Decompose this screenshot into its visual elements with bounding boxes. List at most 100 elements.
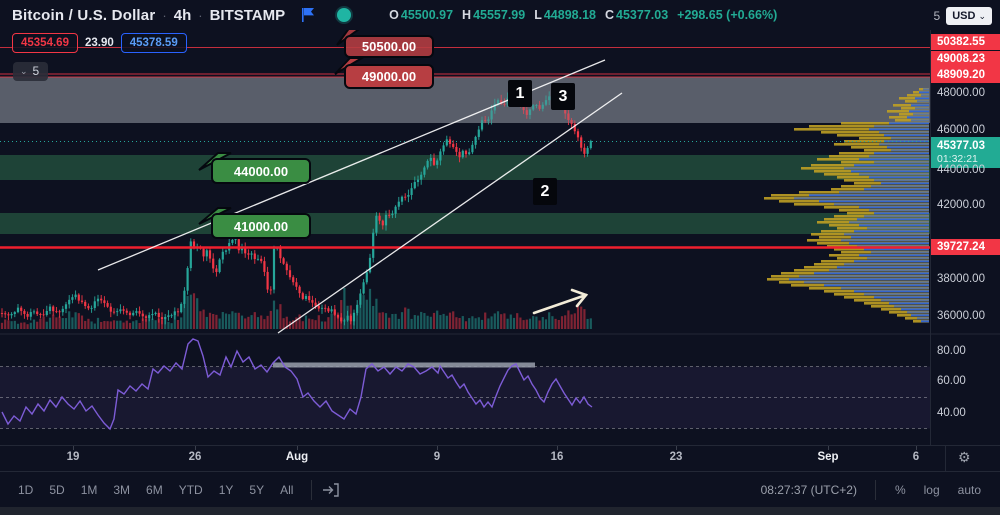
- symbol-header: Bitcoin / U.S. Dollar · 4h · BITSTAMP O …: [0, 0, 1000, 30]
- buy-button[interactable]: 45378.59: [120, 33, 187, 53]
- gray-zone-overlay: [0, 77, 930, 123]
- volume-profile: [764, 88, 929, 323]
- trendline-2[interactable]: [277, 92, 623, 334]
- time-axis-label: 23: [669, 451, 683, 463]
- wave-count-label[interactable]: 3: [551, 83, 575, 110]
- candlesticks: [0, 89, 592, 326]
- rsi-band-shade: [0, 366, 930, 429]
- time-axis-label: 6: [912, 451, 920, 463]
- current-price-label: 45377.03 01:32:21: [931, 137, 1000, 168]
- time-axis-label: 19: [66, 451, 80, 463]
- chevron-down-icon: ⌄: [978, 10, 986, 21]
- close-value: 45377.03: [616, 8, 669, 22]
- log-scale-button[interactable]: log: [923, 482, 940, 497]
- market-status-icon[interactable]: [337, 8, 352, 22]
- time-tick: [73, 446, 74, 450]
- order-panel: 45354.69 23.90 45378.59: [12, 33, 187, 53]
- price-callout-label[interactable]: 50500.00: [344, 35, 434, 58]
- rsi-line: [1, 338, 593, 431]
- toolbar-divider: [311, 479, 313, 500]
- range-button-1m[interactable]: 1M: [80, 482, 98, 497]
- range-button-3m[interactable]: 3M: [113, 482, 131, 497]
- high-value: 45557.99: [473, 8, 526, 22]
- rsi-axis-label: 40.00: [937, 407, 966, 419]
- price-axis-label: 46000.00: [937, 124, 985, 136]
- price-axis-label: 38000.00: [937, 273, 985, 285]
- arrow-annotation[interactable]: [532, 288, 589, 315]
- range-button-all[interactable]: All: [280, 482, 294, 497]
- price-axis-label: 48000.00: [937, 87, 985, 99]
- price-axis-label: 36000.00: [937, 310, 985, 322]
- price-axis[interactable]: 50382.55 49008.23 48909.20 48000.00 46000.00…: [930, 30, 1000, 445]
- sell-button[interactable]: 45354.69: [12, 33, 78, 53]
- chart-canvas[interactable]: [0, 30, 1000, 445]
- symbol-title[interactable]: Bitcoin / U.S. Dollar: [12, 6, 156, 24]
- wave-count-label[interactable]: 2: [533, 178, 557, 205]
- price-axis-label: 44000.00: [937, 164, 985, 176]
- low-label: L: [534, 8, 542, 22]
- toolbar-divider: [874, 479, 876, 500]
- price-axis-label: 50382.55: [931, 34, 1000, 50]
- exchange-label[interactable]: BITSTAMP: [209, 6, 286, 24]
- price-callout-label[interactable]: 49000.00: [344, 64, 434, 89]
- range-button-5d[interactable]: 5D: [49, 482, 65, 497]
- price-axis-label: 42000.00: [937, 199, 985, 211]
- rsi-axis-label: 80.00: [937, 345, 966, 357]
- time-axis-label: 16: [550, 451, 564, 463]
- scale-digit: 5: [933, 9, 941, 23]
- price-axis-label: 39727.24: [931, 239, 1000, 255]
- time-axis[interactable]: ⚙ 19 26 Aug 9 16 23 Sep 6: [0, 445, 1000, 472]
- separator: ·: [162, 7, 167, 23]
- time-tick: [437, 446, 438, 450]
- percent-scale-button[interactable]: %: [894, 482, 906, 497]
- clock-timezone-button[interactable]: 08:27:37 (UTC+2): [760, 482, 857, 497]
- ohlc-readout: O 45500.97 H 45557.99 L 44898.18 C 45377…: [389, 8, 777, 22]
- auto-scale-button[interactable]: auto: [957, 482, 981, 497]
- change-value: +298.65 (+0.66%): [677, 8, 778, 22]
- price-axis-label: 49008.23: [931, 51, 1000, 67]
- window-edge: [0, 507, 1000, 515]
- time-axis-label: 9: [433, 451, 441, 463]
- time-tick: [297, 446, 298, 450]
- high-label: H: [462, 8, 472, 22]
- spread-value: 23.90: [84, 37, 114, 49]
- time-tick: [557, 446, 558, 450]
- rsi-gray-bar-drawing[interactable]: [273, 362, 535, 368]
- time-axis-label: Sep: [817, 451, 839, 463]
- time-tick: [828, 446, 829, 450]
- gear-icon[interactable]: ⚙: [958, 449, 971, 465]
- range-button-1y[interactable]: 1Y: [218, 482, 234, 497]
- range-button-5y[interactable]: 5Y: [249, 482, 265, 497]
- open-value: 45500.97: [400, 8, 454, 22]
- separator: ·: [198, 7, 203, 23]
- volume-bars: [0, 287, 592, 329]
- interval-button[interactable]: 4h: [173, 6, 192, 24]
- range-button-1d[interactable]: 1D: [18, 482, 34, 497]
- range-button-6m[interactable]: 6M: [146, 482, 163, 497]
- close-label: C: [604, 8, 615, 22]
- time-axis-label: 26: [188, 451, 202, 463]
- range-button-ytd[interactable]: YTD: [178, 482, 203, 497]
- axis-divider: [945, 446, 946, 472]
- time-tick: [676, 446, 677, 450]
- price-scale-currency: 5 USD ⌄: [934, 7, 992, 25]
- open-label: O: [389, 8, 399, 22]
- bottom-toolbar: 1D 5D 1M 3M 6M YTD 1Y 5Y All 08:27:37 (UTC+2) % …: [0, 471, 1000, 507]
- drawing-count: 5: [32, 64, 40, 78]
- low-value: 44898.18: [543, 8, 596, 22]
- time-axis-label: Aug: [285, 451, 309, 463]
- currency-dropdown[interactable]: USD ⌄: [946, 7, 992, 25]
- flag-icon[interactable]: [299, 6, 319, 24]
- rsi-axis-label: 60.00: [937, 375, 966, 387]
- chevron-down-icon: ⌄: [20, 65, 28, 76]
- price-callout-label[interactable]: 44000.00: [211, 158, 311, 184]
- price-callout-label[interactable]: 41000.00: [211, 213, 311, 239]
- go-to-date-icon[interactable]: [322, 482, 340, 498]
- price-axis-label: 48909.20: [931, 67, 1000, 83]
- object-tree-collapse-button[interactable]: ⌄ 5: [13, 62, 49, 81]
- range-buttons: 1D 5D 1M 3M 6M YTD 1Y 5Y All: [0, 479, 301, 501]
- time-tick: [916, 446, 917, 450]
- time-tick: [195, 446, 196, 450]
- wave-count-label[interactable]: 1: [508, 80, 532, 107]
